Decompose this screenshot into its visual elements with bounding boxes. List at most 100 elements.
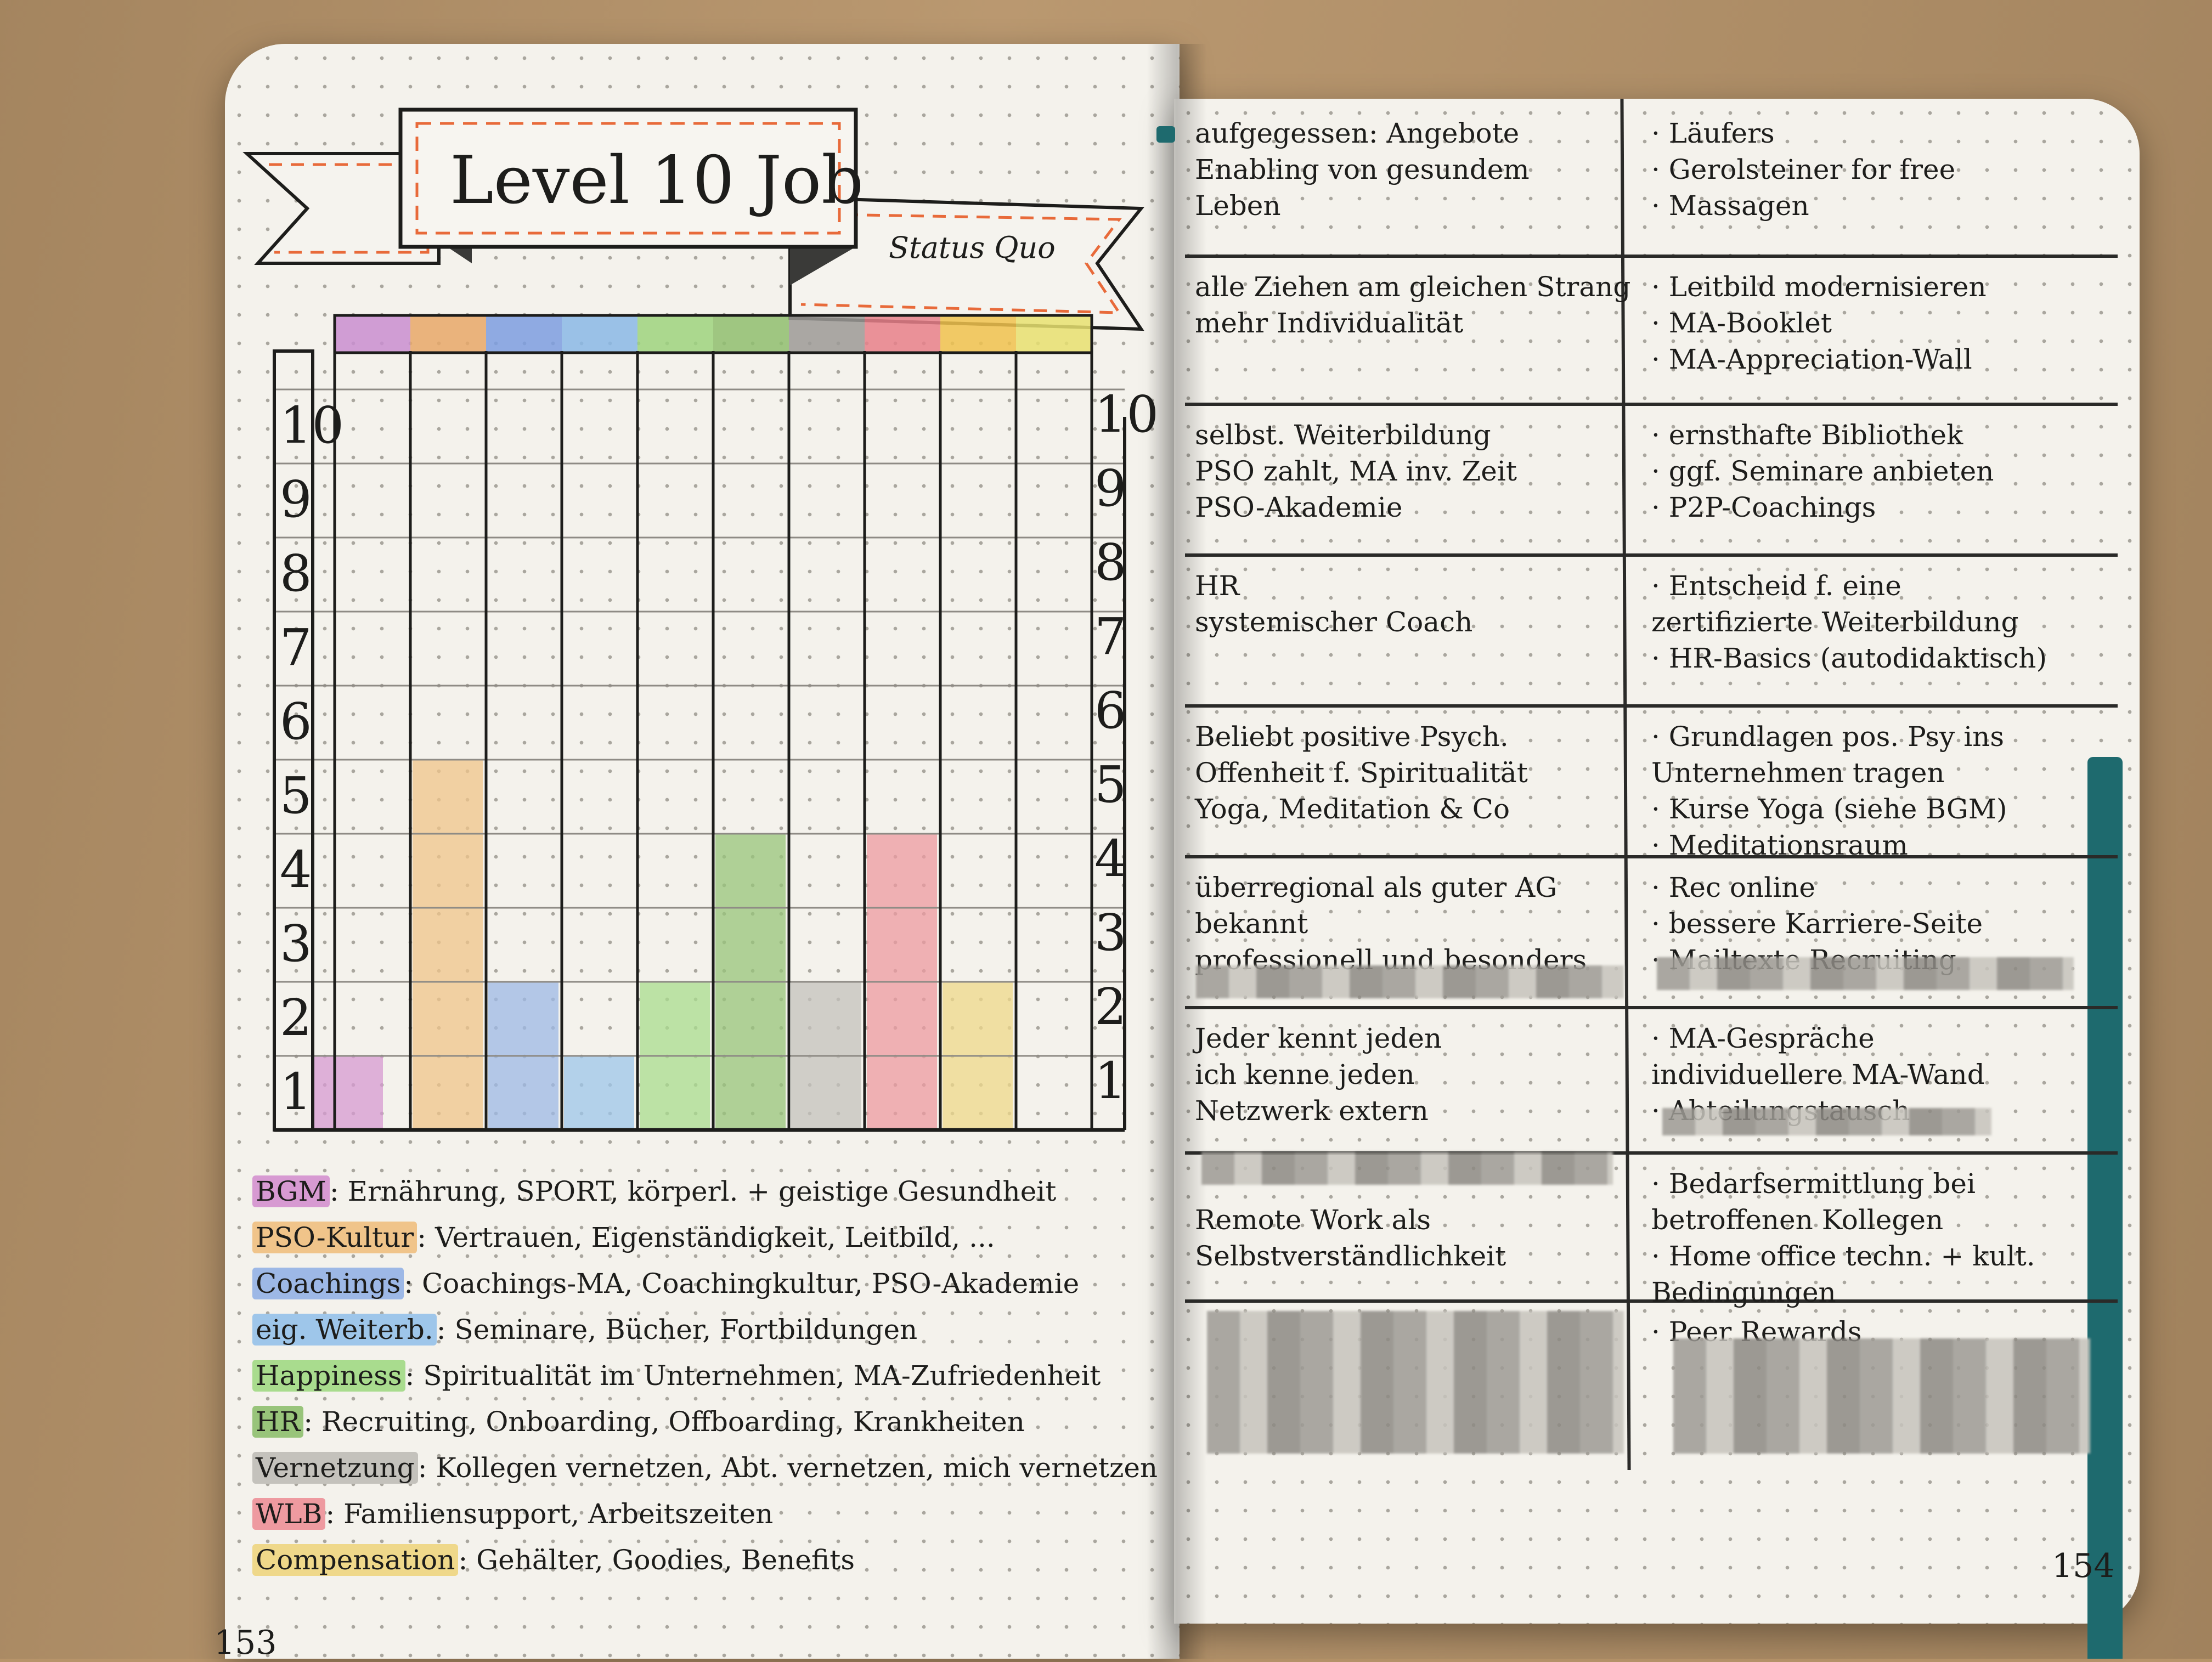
cell-line: überregional als guter AG [1195,872,1558,903]
page-number-left: 153 [214,1624,277,1662]
y-tick-label-right: 3 [1094,903,1127,962]
y-tick-label-left: 9 [280,470,312,529]
table-cell-goal: aufgegessen: Angebote Enabling von gesund… [1195,115,1623,224]
cell-line: · bessere Karriere-Seite [1651,908,1983,940]
legend-text: : Kollegen vernetzen, Abt. vernetzen, mi… [417,1452,1158,1484]
cell-line: · Meditationsraum [1651,829,1908,861]
table-cell-goal: selbst. Weiterbildung PSO zahlt, MA inv. … [1195,417,1623,525]
y-tick-label-right: 4 [1094,829,1127,888]
legend-text: : Vertrauen, Eigenständigkeit, Leitbild,… [417,1222,995,1253]
legend-text: : Seminare, Bücher, Fortbildungen [436,1314,918,1346]
table-row-divider [1185,403,2118,406]
table-cell-goal: alle Ziehen am gleichen Strang mehr Indiv… [1195,269,1631,341]
cell-line: Remote Work als [1195,1204,1431,1236]
legend-entry: eig. Weiterb.: Seminare, Bücher, Fortbil… [252,1307,1174,1353]
table-row: aufgegessen: Angebote Enabling von gesund… [1190,104,2112,258]
y-tick-label-left: 2 [280,988,312,1047]
cell-line: · ernsthafte Bibliothek [1651,419,1963,451]
legend-entry: WLB: Familiensupport, Arbeitszeiten [252,1491,1174,1537]
bar-3 [564,1056,634,1130]
table-row-divider [1185,1299,2118,1303]
cell-line: · HR-Basics (autodidaktisch) [1651,642,2047,674]
y-tick-label-right: 8 [1094,533,1127,592]
legend-entry: Vernetzung: Kollegen vernetzen, Abt. ver… [252,1445,1174,1491]
table-row: Beliebt positive Psych. Offenheit f. Spir… [1190,708,2112,861]
cell-line: PSO zahlt, MA inv. Zeit [1195,455,1517,487]
table-row: selbst. Weiterbildung PSO zahlt, MA inv. … [1190,406,2112,557]
y-tick-label-right: 2 [1094,977,1127,1036]
cell-line: · Bedarfsermittlung bei [1651,1168,1976,1200]
table-cell-actions: · Entscheid f. eine zertifizierte Weiterb… [1651,568,2107,676]
cell-line: · MA-Booklet [1651,307,1832,339]
table-row-divider [1185,855,2118,858]
cell-line: Leben [1195,190,1281,222]
header-swatch [865,315,940,353]
header-swatch [713,315,789,353]
cell-line: Yoga, Meditation & Co [1195,793,1510,825]
header-swatch [940,315,1016,353]
cell-line: systemischer Coach [1195,606,1473,638]
cell-line: mehr Individualität [1195,307,1464,339]
cell-line: alle Ziehen am gleichen Strang [1195,271,1631,303]
cell-line: PSO-Akademie [1195,491,1403,523]
bookmark-ribbon [1156,126,1175,143]
cell-line: · MA-Appreciation-Wall [1651,343,1972,375]
legend-key: WLB [252,1498,326,1530]
table-cell-actions: · Leitbild modernisieren · MA-Booklet · MA… [1651,269,2107,377]
y-tick-label-right: 1 [1094,1052,1127,1110]
table-row-divider [1185,255,2118,258]
y-tick-label-left: 8 [280,544,312,603]
legend-text: : Recruiting, Onboarding, Offboarding, K… [303,1406,1025,1438]
header-swatch [1016,315,1092,353]
legend-key: Vernetzung [252,1452,418,1484]
cell-line: · Rec online [1651,872,1815,903]
table-cell-goal: Beliebt positive Psych. Offenheit f. Spir… [1195,719,1623,827]
legend-text: : Gehälter, Goodies, Benefits [458,1544,855,1576]
page-number-right: 154 [2052,1547,2115,1585]
legend-entry: HR: Recruiting, Onboarding, Offboarding,… [252,1399,1174,1445]
legend-text: : Familiensupport, Arbeitszeiten [325,1498,774,1530]
table-row: Jeder kennt jeden ich kenne jeden Netzwerk… [1190,1009,2112,1155]
redacted-text [1201,1152,1613,1185]
cell-line: Enabling von gesundem [1195,154,1530,185]
cell-line: selbst. Weiterbildung [1195,419,1491,451]
elastic-band [2087,757,2123,1659]
y-tick-label-left: 6 [280,692,312,751]
legend-text: : Spiritualität im Unternehmen, MA-Zufri… [405,1360,1101,1392]
table-cell-actions: · Bedarfsermittlung bei betroffenen Kolle… [1651,1166,2107,1310]
legend-entry: Happiness: Spiritualität im Unternehmen,… [252,1353,1174,1399]
table-cell-actions: · ernsthafte Bibliothek · ggf. Seminare a… [1651,417,2107,525]
cell-line: Jeder kennt jeden [1195,1022,1442,1054]
legend-key: HR [252,1406,304,1438]
y-tick-label-left: 7 [280,618,312,677]
header-swatch [789,315,865,353]
cell-line: aufgegessen: Angebote [1195,117,1520,149]
y-tick-label-left: 3 [280,914,312,973]
notebook-gutter [1147,44,1207,1659]
y-tick-label-left: 10 [280,396,344,455]
header-swatch [410,315,486,353]
chart-subtitle: Status Quo [889,230,1056,265]
cell-line: · Läufers [1651,117,1775,149]
y-tick-label-right: 10 [1094,385,1159,444]
header-swatch [637,315,713,353]
y-tick-label-right: 7 [1094,607,1127,666]
legend-key: Coachings [252,1268,404,1299]
cell-line: Offenheit f. Spiritualität [1195,757,1528,789]
table-row-divider [1185,553,2118,557]
cell-line: · MA-Gespräche [1651,1022,1875,1054]
cell-line: Beliebt positive Psych. [1195,721,1509,753]
header-swatch [562,315,637,353]
header-swatch [486,315,562,353]
chart-legend: BGM: Ernährung, SPORT, körperl. + geisti… [252,1168,1174,1583]
cell-line: Netzwerk extern [1195,1095,1429,1127]
bar-0 [313,1056,383,1130]
chart-title: Level 10 Job [450,143,864,219]
legend-entry: Compensation: Gehälter, Goodies, Benefit… [252,1537,1174,1583]
table-cell-goal: Remote Work als Selbstverständlichkeit [1195,1166,1623,1274]
cell-line: · Massagen [1651,190,1809,222]
cell-line: HR [1195,570,1240,602]
table-row: Remote Work als Selbstverständlichkeit · B… [1190,1155,2112,1308]
legend-key: eig. Weiterb. [252,1314,437,1346]
cell-line: · Leitbild modernisieren [1651,271,1987,303]
